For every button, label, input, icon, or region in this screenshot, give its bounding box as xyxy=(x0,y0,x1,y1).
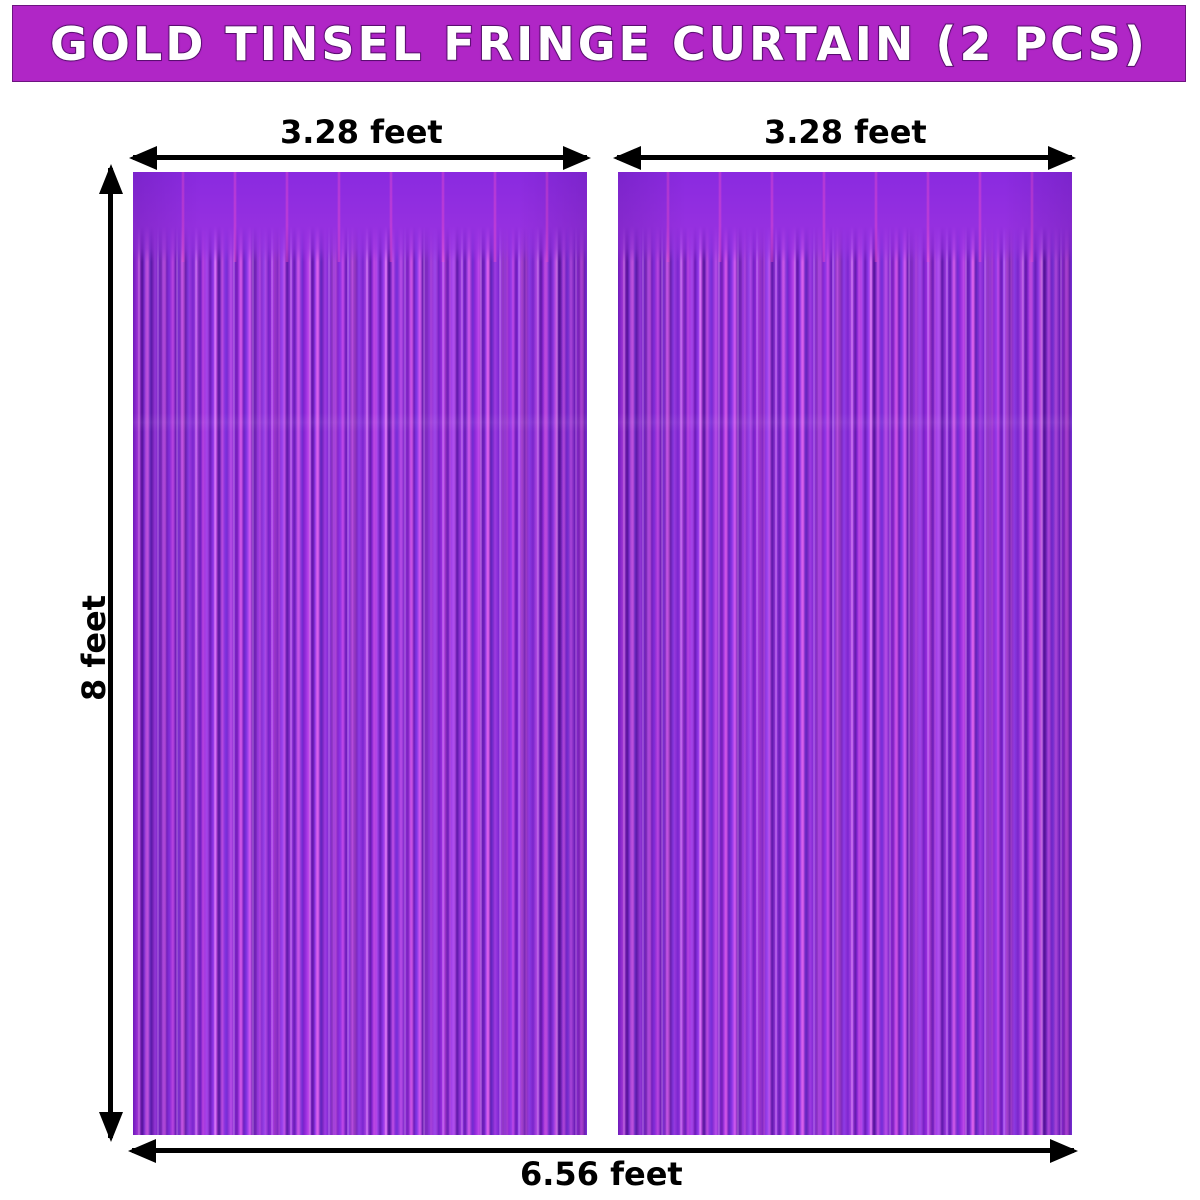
height-double-arrow-icon xyxy=(108,168,113,1138)
right-curtain-shine xyxy=(618,172,1072,1135)
banner-title: GOLD TINSEL FRINGE CURTAIN (2 PCS) xyxy=(49,16,1148,72)
total-width-double-arrow-icon xyxy=(132,1148,1074,1153)
left-curtain-shine xyxy=(133,172,587,1135)
right-tinsel-curtain-image xyxy=(618,172,1072,1135)
left-curtain-width-label: 3.28 feet xyxy=(280,113,443,151)
total-width-label: 6.56 feet xyxy=(520,1155,683,1193)
height-label: 8 feet xyxy=(75,594,113,701)
right-curtain-header-strip xyxy=(618,172,1072,262)
left-width-double-arrow-icon xyxy=(133,155,587,160)
left-curtain-header-strip xyxy=(133,172,587,262)
right-width-double-arrow-icon xyxy=(617,155,1072,160)
right-curtain-width-label: 3.28 feet xyxy=(764,113,927,151)
left-tinsel-curtain-image xyxy=(133,172,587,1135)
title-banner: GOLD TINSEL FRINGE CURTAIN (2 PCS) xyxy=(12,5,1186,82)
